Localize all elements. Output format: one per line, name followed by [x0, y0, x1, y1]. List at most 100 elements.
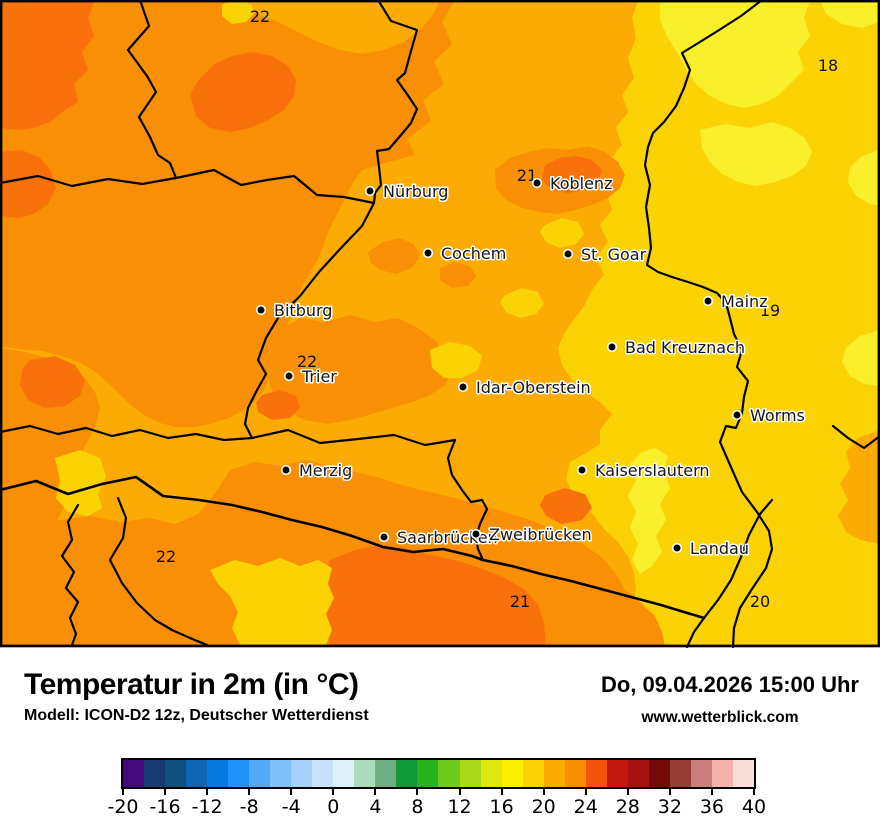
colorbar-ticks: -20 -16 -12 -8 -4 0 4 8 12 16 20 24 28 32 36 40 — [107, 789, 766, 825]
region-bright-yellow-patch3 — [848, 150, 880, 206]
colorbar-segment — [186, 760, 208, 787]
region-bright-yellow-patch2 — [700, 122, 812, 186]
footer: Temperatur in 2m (in °C) Modell: ICON-D2… — [0, 648, 880, 830]
website-url: www.wetterblick.com — [641, 709, 799, 726]
city-label: Bad Kreuznach — [625, 338, 745, 357]
city-dot — [364, 185, 376, 197]
colorbar-segment — [333, 760, 355, 787]
city-marker-mainz: Mainz — [702, 291, 769, 313]
border-southwest-vertical2 — [108, 496, 209, 647]
temp-reading-northeast: 18 — [818, 56, 838, 75]
city-dot — [378, 531, 390, 543]
colorbar-segment — [543, 760, 565, 787]
region-bright-yellow-topright — [660, 0, 810, 108]
city-dot — [702, 295, 714, 307]
border-west-stub — [0, 174, 178, 188]
city-marker-landau: Landau — [671, 538, 750, 560]
colorbar-segment — [585, 760, 607, 787]
region-light-orange-east-patch — [838, 430, 880, 544]
border-southwest-vertical1 — [60, 503, 80, 647]
region-light-orange-top-repaint — [240, 0, 440, 54]
colorbar-segment — [501, 760, 523, 787]
colorbar-segment — [438, 760, 460, 787]
region-orange-cochem2 — [440, 262, 476, 288]
colorbar-segment — [522, 760, 544, 787]
city-label: St. Goar — [581, 245, 647, 264]
city-label: Nürburg — [383, 182, 448, 201]
region-deep-orange-left — [0, 150, 56, 218]
colorbar-segment — [123, 760, 145, 787]
border-east-fragment — [831, 424, 880, 450]
region-orange-trier — [268, 315, 452, 424]
colorbar-segment — [606, 760, 628, 787]
city-dot — [576, 464, 588, 476]
colorbar-segment — [291, 760, 313, 787]
city-dot — [671, 542, 683, 554]
region-orange-northwest — [0, 0, 455, 427]
city-marker-worms: Worms — [731, 405, 806, 427]
region-golden-speck-top — [222, 0, 254, 24]
forecast-datetime: Do, 09.04.2026 15:00 Uhr — [600, 672, 859, 697]
colorbar-segment — [396, 760, 418, 787]
city-marker-cochem: Cochem — [422, 243, 508, 265]
colorbar-segment — [732, 760, 754, 787]
temp-reading-south: 21 — [510, 592, 530, 611]
border-hessen-rhine — [643, 0, 774, 648]
region-deep-orange-zweibruecken — [540, 488, 592, 524]
colorbar-segment — [165, 760, 187, 787]
region-bright-yellow-band-landau — [628, 448, 670, 574]
region-deep-orange-saar — [322, 545, 546, 647]
border-belgium-east — [174, 168, 376, 205]
city-marker-bitburg: Bitburg — [255, 300, 334, 322]
region-golden-southwest — [210, 558, 334, 645]
temp-reading-top: 22 — [250, 7, 270, 26]
model-info: Modell: ICON-D2 12z, Deutscher Wetterdie… — [24, 707, 369, 724]
city-label: Saarbrücken — [397, 528, 498, 547]
city-dot — [562, 248, 574, 260]
region-bright-yellow-patch4 — [842, 330, 880, 386]
colorbar-segment — [690, 760, 712, 787]
region-golden-center2 — [540, 218, 584, 248]
colorbar-segment — [648, 760, 670, 787]
city-label: Merzig — [299, 461, 352, 480]
colorbar-segment — [312, 760, 334, 787]
region-deep-orange-top — [190, 52, 296, 132]
colorbar-segment — [144, 760, 166, 787]
city-label: Landau — [690, 539, 749, 558]
borders — [0, 0, 880, 648]
border-luxembourg-north — [372, 0, 419, 205]
colorbar-segment — [375, 760, 397, 787]
temperature-scale — [121, 758, 756, 789]
border-lux-france-west — [0, 424, 254, 442]
colorbar-segment — [354, 760, 376, 787]
temp-reading-east: 19 — [760, 301, 780, 320]
temp-reading-koblenz: 21 — [517, 166, 537, 185]
city-dot — [457, 381, 469, 393]
colorbar-segment — [627, 760, 649, 787]
city-marker-merzig: Merzig — [280, 460, 354, 482]
city-marker-zweibruecken: Zweibrücken — [470, 524, 593, 546]
region-deep-orange-corner — [0, 0, 95, 130]
temp-reading-southwest: 22 — [156, 547, 176, 566]
city-dot — [255, 304, 267, 316]
city-dot — [606, 341, 618, 353]
city-dot — [422, 247, 434, 259]
colorbar-segment — [417, 760, 439, 787]
city-label: Cochem — [441, 244, 506, 263]
colorbar-segments — [123, 760, 754, 787]
city-markers: Nürburg Koblenz Cochem St. Goar Bitburg … — [255, 173, 806, 560]
city-marker-st-goar: St. Goar — [562, 244, 648, 266]
region-golden-west-patch — [55, 450, 106, 516]
city-marker-nuerburg: Nürburg — [364, 181, 450, 203]
colorbar-segment — [207, 760, 229, 787]
region-golden-center1 — [500, 288, 544, 318]
colorbar-segment — [249, 760, 271, 787]
colorbar-segment — [270, 760, 292, 787]
city-dot — [531, 177, 543, 189]
map-frame — [0, 0, 880, 647]
colorbar-segment — [480, 760, 502, 787]
region-deep-orange-weststrip — [20, 356, 85, 408]
city-dot — [283, 370, 295, 382]
city-label: Kaiserslautern — [595, 461, 710, 480]
city-marker-koblenz: Koblenz — [531, 173, 614, 195]
